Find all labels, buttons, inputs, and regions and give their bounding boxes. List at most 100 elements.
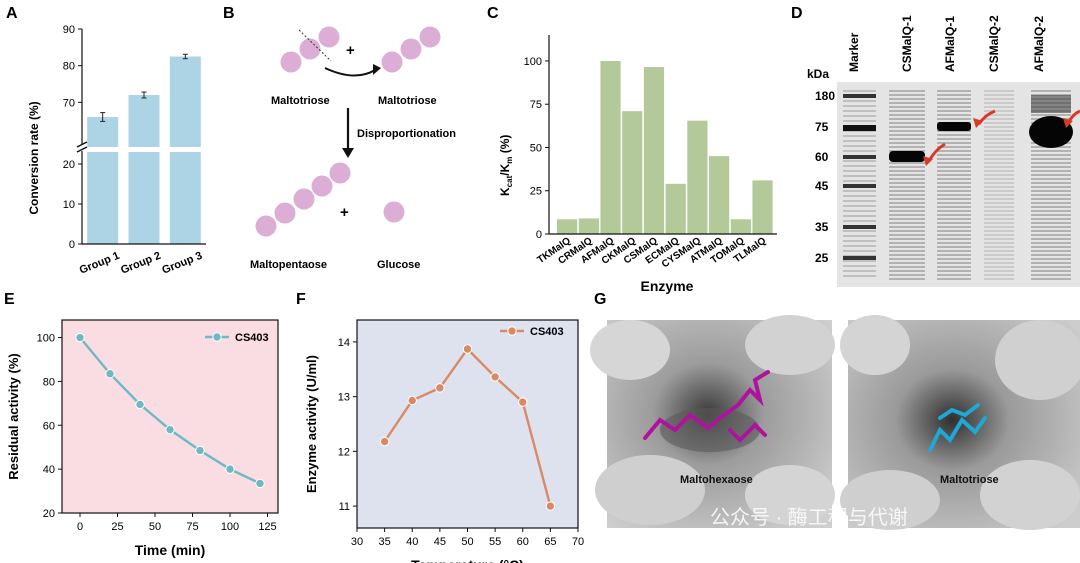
panel-letter-g: G — [594, 291, 606, 308]
gel-band — [984, 94, 1014, 96]
gel-band — [984, 90, 1014, 92]
x-tick-label: 35 — [379, 536, 391, 548]
legend-label: CS403 — [530, 326, 564, 338]
bar — [622, 111, 643, 234]
gel-band — [984, 126, 1014, 128]
marker-band — [843, 184, 876, 188]
gel-band — [984, 122, 1014, 124]
gel-band — [1031, 178, 1071, 180]
gel-band — [843, 150, 876, 152]
maltotriose-ligand — [928, 403, 987, 452]
gel-band — [937, 218, 971, 220]
gel-band — [889, 166, 925, 168]
gel-band — [1031, 246, 1071, 248]
gel-band — [984, 218, 1014, 220]
x-tick-label: 40 — [406, 536, 418, 548]
data-point — [379, 436, 390, 447]
marker-label: 35 — [815, 220, 829, 234]
gel-band — [843, 275, 876, 277]
gel-band — [937, 182, 971, 184]
x-tick-label: 50 — [461, 536, 473, 548]
gel-band — [889, 206, 925, 208]
gel-band — [889, 174, 925, 176]
lane-label: AFMalQ-2 — [1032, 16, 1046, 72]
data-point — [105, 369, 115, 379]
bar — [643, 67, 665, 234]
axis-break-mark — [76, 141, 88, 148]
y-tick-label: 0 — [536, 229, 542, 241]
gel-band — [1031, 90, 1071, 92]
gel-band — [984, 114, 1014, 116]
red-arrow-icon-3 — [1063, 109, 1080, 128]
data-point — [255, 478, 265, 489]
gel-band — [889, 126, 925, 128]
gel-band — [937, 202, 971, 204]
x-axis-label: Temperature (°C) — [411, 557, 524, 563]
gel-band — [984, 214, 1014, 216]
x-tick-label: 70 — [572, 536, 584, 548]
gel-band — [937, 254, 971, 256]
marker-label: 60 — [815, 150, 829, 164]
bar — [600, 60, 621, 235]
gel-band — [843, 145, 876, 147]
data-point — [545, 501, 556, 511]
gel-band — [889, 114, 925, 116]
gel-band — [889, 238, 925, 240]
gel-band — [843, 205, 876, 207]
gel-band — [843, 100, 876, 102]
gel-band — [984, 242, 1014, 244]
gel-band — [843, 105, 876, 107]
gel-band — [843, 140, 876, 142]
y-axis-label: Enzyme activity (U/ml) — [304, 355, 319, 493]
gel-band — [843, 180, 876, 182]
gel-band — [984, 98, 1014, 100]
y-axis-label: Residual activity (%) — [6, 353, 21, 479]
gel-band — [889, 218, 925, 220]
gel-band — [889, 222, 925, 224]
gel-band — [889, 262, 925, 264]
gel-band — [984, 166, 1014, 168]
label-glucose: Glucose — [377, 259, 420, 271]
arrow-head-icon — [373, 64, 381, 75]
gel-band — [1031, 258, 1071, 260]
marker-band — [843, 225, 876, 229]
bar — [87, 117, 119, 244]
gel-band — [889, 246, 925, 248]
gel-band — [937, 158, 971, 160]
gel-band — [889, 122, 925, 124]
gel-band — [843, 270, 876, 272]
gel-band — [937, 250, 971, 252]
gel-band — [937, 194, 971, 196]
gel-band — [984, 250, 1014, 252]
gel-band — [937, 278, 971, 280]
gel-band — [889, 226, 925, 228]
gel-band — [1031, 198, 1071, 200]
y-tick-label: 80 — [43, 376, 55, 388]
gel-band — [889, 242, 925, 244]
gel-band — [984, 270, 1014, 272]
gel-band — [1031, 162, 1071, 164]
gel-band — [937, 102, 971, 104]
gel-band — [889, 250, 925, 252]
panel-letter-d: D — [791, 5, 803, 22]
panel-g: G Maltohexaose Maltotriose — [590, 290, 1080, 563]
lane-label: CSMalQ-2 — [987, 15, 1001, 72]
gel-band — [937, 210, 971, 212]
gel-band — [937, 94, 971, 96]
gel-band — [937, 118, 971, 120]
gel-band — [889, 162, 925, 164]
x-axis-label: Enzyme — [641, 278, 694, 294]
y-tick-label: 100 — [524, 56, 542, 68]
gel-band — [984, 186, 1014, 188]
gel-band — [889, 190, 925, 192]
gel-band — [1031, 210, 1071, 212]
bar — [128, 95, 160, 244]
gel-band — [889, 102, 925, 104]
marker-label: 180 — [815, 89, 835, 103]
gel-band — [843, 210, 876, 212]
gel-band — [937, 162, 971, 164]
gel-band — [984, 142, 1014, 144]
gel-band — [1031, 238, 1071, 240]
gel-band — [889, 186, 925, 188]
lane-label: AFMalQ-1 — [943, 16, 957, 72]
